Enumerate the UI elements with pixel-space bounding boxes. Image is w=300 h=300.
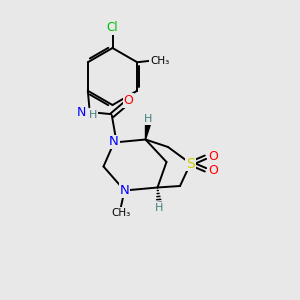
Text: O: O (123, 94, 133, 107)
Text: N: N (76, 106, 86, 119)
Text: H: H (144, 114, 152, 124)
Text: H: H (155, 203, 163, 213)
Text: S: S (186, 157, 195, 170)
Text: CH₃: CH₃ (150, 56, 169, 66)
Text: N: N (120, 184, 129, 197)
Text: CH₃: CH₃ (111, 208, 130, 218)
Polygon shape (146, 124, 150, 140)
Text: N: N (109, 135, 119, 148)
Text: O: O (208, 149, 218, 163)
Text: Cl: Cl (107, 21, 118, 34)
Text: H: H (89, 110, 98, 120)
Text: O: O (208, 164, 218, 178)
